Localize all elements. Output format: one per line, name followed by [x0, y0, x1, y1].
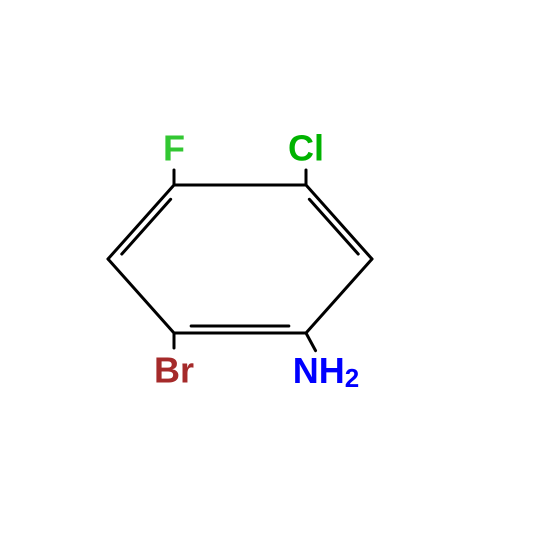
fluorine-label: F	[163, 128, 185, 169]
molecule-diagram: F Cl Br NH2	[0, 0, 533, 533]
bromine-label: Br	[154, 350, 194, 391]
atom-label-layer: F Cl Br NH2	[154, 128, 359, 394]
chlorine-label: Cl	[288, 128, 324, 169]
bond-layer	[108, 170, 372, 351]
amine-label: NH2	[293, 350, 359, 394]
